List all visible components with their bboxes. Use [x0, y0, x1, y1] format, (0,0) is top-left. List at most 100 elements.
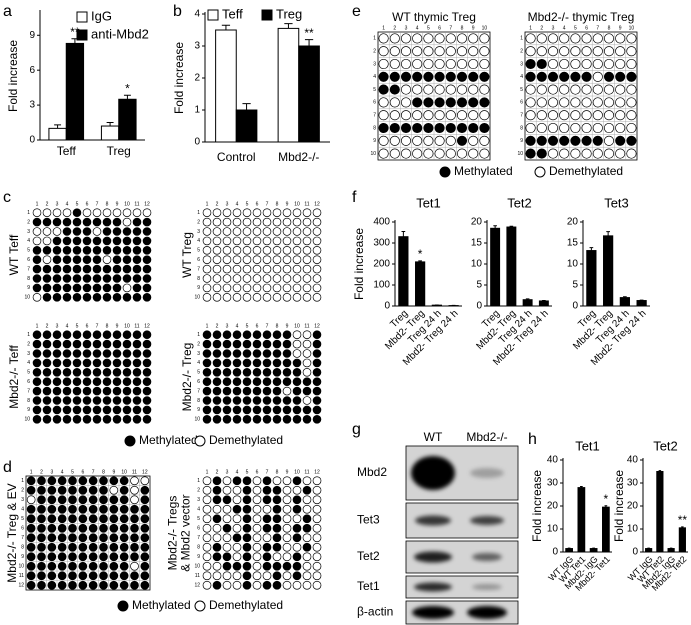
cpg-site	[78, 561, 88, 571]
cpg-site	[479, 46, 490, 57]
cpg-site	[142, 208, 152, 217]
protein-label: β-actin	[357, 605, 393, 619]
cpg-site	[212, 368, 222, 377]
cpg-site	[626, 84, 637, 95]
cpg-site	[389, 46, 400, 57]
error-bar	[242, 103, 251, 110]
cpg-site	[88, 533, 98, 543]
cpg-site	[222, 523, 232, 533]
cpg-site	[412, 71, 423, 82]
cpg-site	[42, 208, 52, 217]
cpg-site	[626, 71, 637, 82]
cpg-site	[626, 97, 637, 108]
y-axis-label: Fold increase	[530, 470, 544, 542]
cpg-site	[292, 415, 302, 424]
column-number: 2	[46, 201, 49, 207]
cpg-site	[37, 571, 46, 581]
cpg-site	[222, 274, 232, 283]
cpg-site	[32, 377, 42, 386]
cpg-site	[140, 561, 150, 571]
y-tick-label: 10	[471, 259, 483, 270]
cpg-site	[412, 84, 423, 95]
blot-strip	[405, 575, 519, 599]
column-number: 8	[106, 323, 109, 329]
cpg-site	[42, 396, 52, 405]
grid-title: & Mbd2 vector	[179, 494, 193, 571]
column-number: 7	[596, 25, 599, 31]
cpg-site	[252, 542, 262, 552]
cpg-site	[202, 236, 212, 246]
cpg-site	[82, 236, 92, 246]
cpg-site	[302, 396, 312, 405]
cpg-site	[232, 571, 242, 581]
cpg-site	[102, 368, 112, 377]
cpg-site	[99, 533, 108, 543]
lane-label: Mbd2-/-	[466, 430, 507, 444]
cpg-site	[62, 377, 72, 386]
cpg-site	[62, 246, 72, 255]
cpg-site	[202, 495, 212, 505]
cpg-site	[42, 330, 52, 339]
bar	[277, 27, 300, 143]
cpg-site	[140, 542, 150, 552]
cpg-site	[232, 330, 242, 339]
chart-title: Tet2	[653, 438, 678, 453]
cpg-site	[252, 246, 262, 255]
column-number: 3	[226, 323, 229, 329]
blot-band	[470, 516, 504, 525]
cpg-site	[222, 236, 232, 246]
cpg-site	[212, 236, 222, 246]
cpg-site	[222, 495, 232, 505]
cpg-site	[302, 264, 312, 274]
y-tick-label: 100	[373, 280, 390, 291]
cpg-site	[242, 246, 252, 255]
cpg-site	[88, 495, 98, 505]
cpg-site	[92, 339, 102, 349]
cpg-site	[78, 514, 88, 524]
cpg-site	[282, 217, 292, 227]
cpg-site	[99, 542, 108, 552]
cpg-site	[102, 246, 112, 255]
y-tick-label: 200	[373, 259, 390, 270]
cpg-site	[26, 523, 36, 533]
protein-label: Tet2	[357, 549, 380, 563]
cpg-site	[68, 504, 77, 514]
cpg-site	[570, 71, 581, 82]
column-number: 9	[286, 323, 289, 329]
cpg-site	[272, 405, 282, 415]
cpg-site	[57, 485, 67, 495]
cpg-site	[570, 148, 581, 159]
cpg-site	[242, 377, 252, 386]
cpg-site	[32, 293, 42, 302]
cpg-site	[242, 283, 252, 293]
cpg-site	[615, 33, 626, 44]
cpg-site	[52, 227, 62, 236]
cpg-site	[102, 264, 112, 274]
blot-band	[470, 468, 504, 478]
cpg-site	[262, 561, 272, 571]
cpg-site	[292, 552, 302, 562]
error-bar	[123, 94, 131, 100]
cpg-site	[132, 208, 142, 217]
cpg-site	[212, 571, 222, 581]
cpg-site	[132, 358, 142, 368]
row-number: 9	[27, 285, 30, 291]
cpg-site	[119, 580, 129, 590]
cpg-site	[252, 208, 262, 217]
cpg-site	[68, 552, 77, 562]
cpg-site	[272, 561, 282, 571]
cpg-site	[592, 58, 603, 70]
cpg-site	[302, 283, 312, 293]
cpg-site	[92, 246, 102, 255]
cpg-site	[242, 217, 252, 227]
cpg-site	[282, 339, 292, 349]
cpg-site	[92, 330, 102, 339]
cpg-site	[42, 339, 52, 349]
cpg-site	[57, 542, 67, 552]
row-number: 10	[370, 151, 376, 157]
cpg-site	[78, 504, 88, 514]
row-number: 9	[197, 285, 200, 291]
cpg-site	[140, 485, 150, 495]
column-number: 8	[102, 469, 105, 475]
cpg-site	[592, 84, 603, 95]
